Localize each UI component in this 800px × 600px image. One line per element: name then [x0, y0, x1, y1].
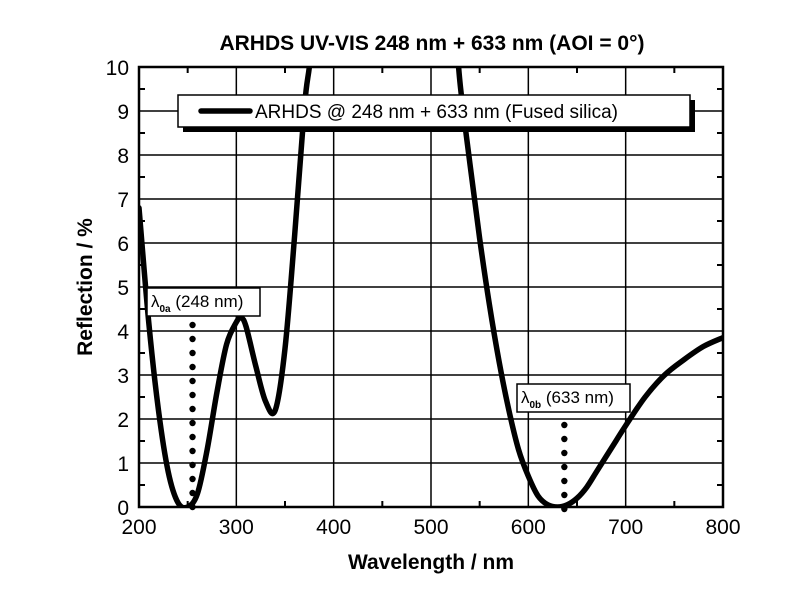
annotation-dot — [189, 419, 196, 427]
y-tick-label: 0 — [117, 497, 129, 520]
y-tick-label: 9 — [117, 101, 129, 124]
annotation-box-b — [516, 383, 631, 413]
x-tick-labels: 200 300 400 500 600 700 800 — [121, 516, 740, 539]
x-tick-label: 400 — [316, 516, 351, 539]
annotation-text: (633 nm) — [541, 388, 614, 407]
legend-label: ARHDS @ 248 nm + 633 nm (Fused silica) — [255, 102, 618, 123]
annotation-text: (248 nm) — [171, 292, 244, 311]
y-tick-label: 4 — [117, 321, 129, 344]
annotation-dot — [561, 421, 568, 429]
y-tick-label: 2 — [117, 409, 129, 432]
annotation-dot — [189, 405, 196, 413]
x-tick-label: 600 — [511, 516, 546, 539]
y-tick-label: 10 — [106, 57, 129, 80]
y-tick-label: 3 — [117, 365, 129, 388]
plot-frame — [137, 65, 725, 509]
y-tick-label: 7 — [117, 189, 129, 212]
annotation-dot — [189, 391, 196, 399]
annotation-dot — [189, 335, 196, 343]
annotation-dot — [189, 321, 196, 329]
annotation-dot — [189, 349, 196, 357]
y-tick-label: 6 — [117, 233, 129, 256]
y-tick-label: 5 — [117, 277, 129, 300]
annotation-box-a — [146, 287, 261, 317]
x-tick-label: 800 — [705, 516, 740, 539]
legend-box — [177, 94, 691, 128]
annotation-dot — [561, 435, 568, 443]
y-tick-label: 8 — [117, 145, 129, 168]
x-axis-label: Wavelength / nm — [348, 551, 514, 574]
annotation-dot — [189, 447, 196, 455]
annotation-dot — [189, 433, 196, 441]
annotation-lambda-0a: λ0a (248 nm) — [146, 287, 261, 317]
lambda-symbol: λ — [521, 388, 530, 407]
x-tick-label: 200 — [121, 516, 156, 539]
x-tick-label: 300 — [219, 516, 254, 539]
x-tick-label: 700 — [608, 516, 643, 539]
annotation-dot — [189, 489, 196, 497]
annotation-dot — [189, 363, 196, 371]
lambda-subscript: 0b — [530, 400, 542, 411]
annotation-dot — [561, 491, 568, 499]
minor-ticks — [139, 67, 723, 507]
annotation-dot — [189, 377, 196, 385]
y-tick-labels: 0 1 2 3 4 5 6 7 8 9 10 — [106, 57, 130, 520]
chart-title: ARHDS UV-VIS 248 nm + 633 nm (AOI = 0°) — [219, 32, 644, 55]
annotation-dot — [561, 463, 568, 471]
annotation-dot — [561, 477, 568, 485]
annotation-lambda-0b: λ0b (633 nm) — [516, 383, 631, 413]
svg-text:λ0a (248 nm): λ0a (248 nm) — [151, 292, 243, 315]
svg-text:λ0b (633 nm): λ0b (633 nm) — [521, 388, 614, 411]
x-tick-label: 500 — [413, 516, 448, 539]
legend: ARHDS @ 248 nm + 633 nm (Fused silica) — [177, 94, 695, 132]
grid-lines — [139, 67, 723, 507]
y-axis-label: Reflection / % — [74, 218, 97, 356]
lambda-subscript: 0a — [160, 304, 172, 315]
annotation-dot — [189, 461, 196, 469]
annotation-dot — [189, 475, 196, 483]
annotation-dot — [561, 449, 568, 457]
lambda-symbol: λ — [151, 292, 160, 311]
y-tick-label: 1 — [117, 453, 129, 476]
